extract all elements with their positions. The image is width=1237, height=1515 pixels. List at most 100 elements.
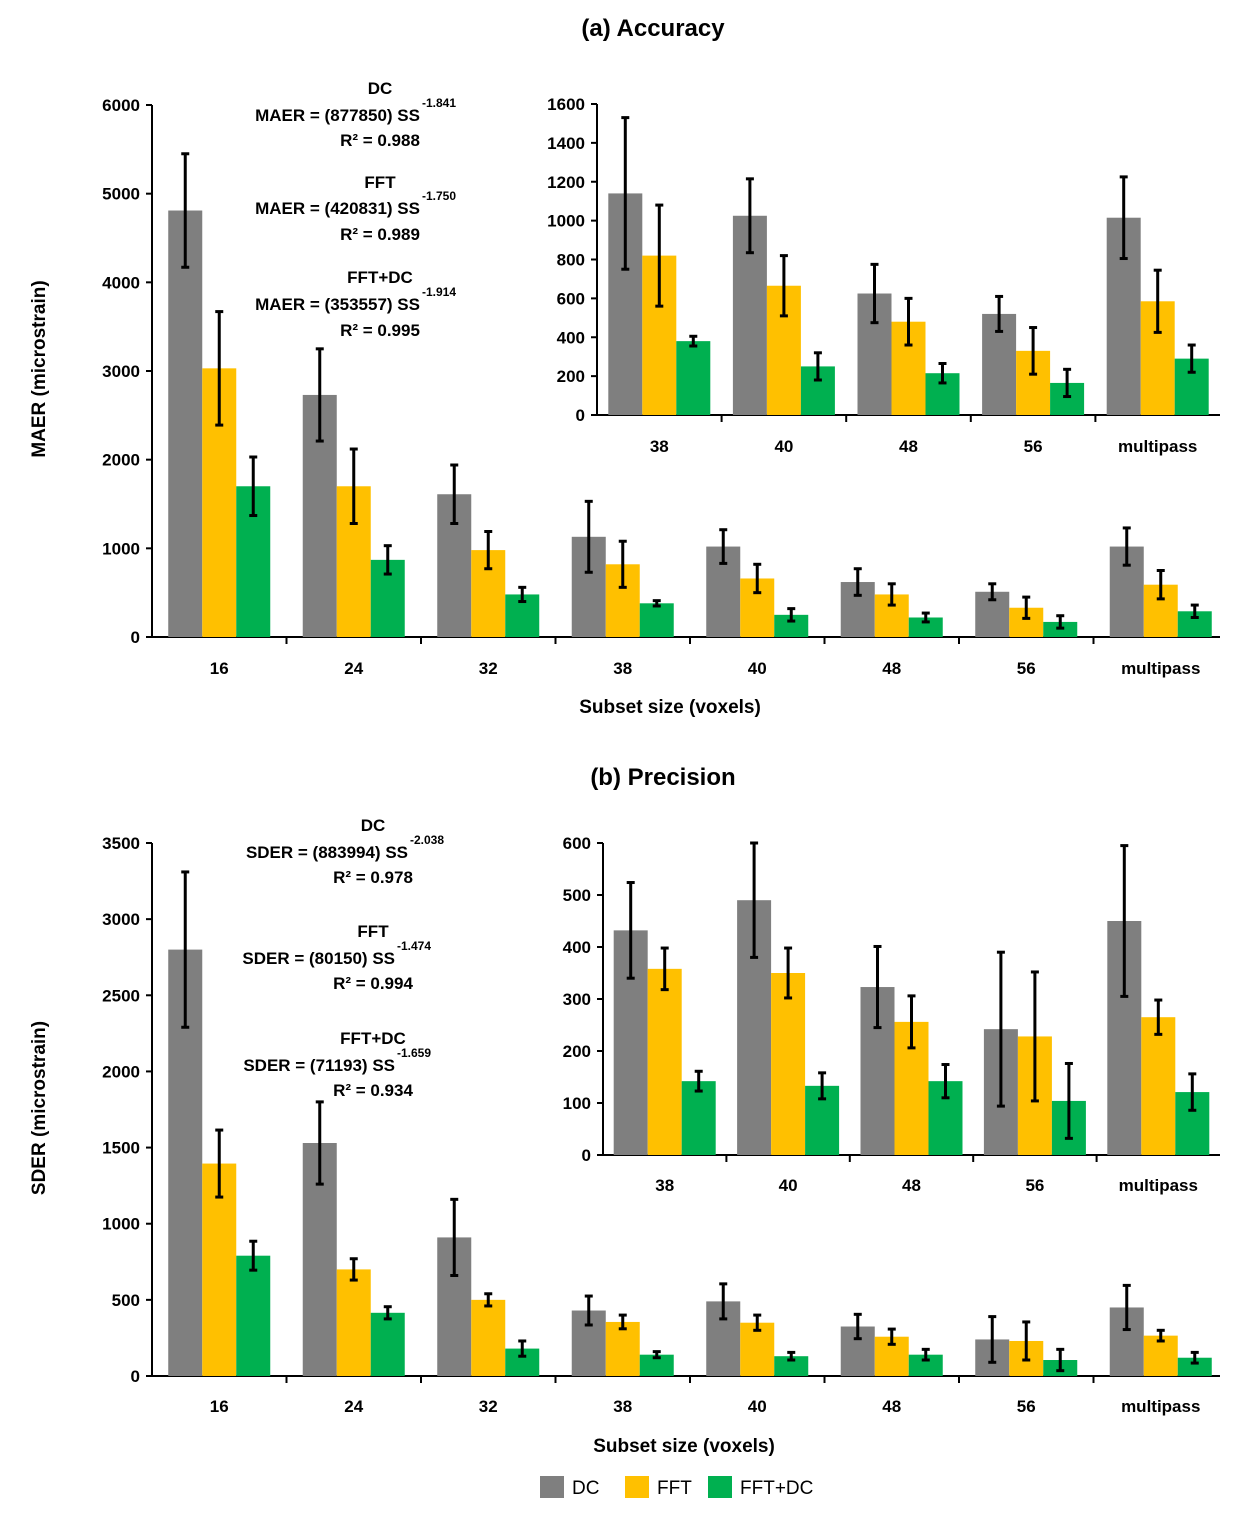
accuracy-x-axis-label: Subset size (voxels)	[579, 697, 761, 718]
precision-annotation-fftdc-equation: SDER = (71193) SS	[243, 1056, 395, 1075]
precision-main-x-tick-label: 38	[613, 1397, 632, 1416]
accuracy-annotation-dc-equation: MAER = (877850) SS	[255, 106, 420, 125]
accuracy-annotations: DC MAER = (877850) SS -1.841 R² = 0.988 …	[255, 79, 456, 340]
precision-inset-y-tick-label: 600	[563, 834, 591, 853]
precision-annotation-fft-label: FFT	[357, 922, 389, 941]
accuracy-inset-y-tick-label: 600	[557, 289, 585, 308]
accuracy-main-x-tick-label: 24	[344, 659, 363, 678]
precision-main-bar-fft-16	[202, 1163, 237, 1376]
precision-inset-x-tick-label: 56	[1025, 1176, 1044, 1195]
precision-main-y-tick-label: 2000	[102, 1062, 140, 1081]
accuracy-annotation-fft-exponent: -1.750	[422, 189, 456, 203]
precision-main-y-tick-label: 500	[112, 1291, 140, 1310]
accuracy-annotation-fft-equation: MAER = (420831) SS	[255, 199, 420, 218]
accuracy-inset-y-tick-label: 800	[557, 251, 585, 270]
accuracy-main-x-tick-label: multipass	[1121, 659, 1200, 678]
precision-main-y-tick-label: 3500	[102, 834, 140, 853]
accuracy-inset-y-tick-label: 1200	[547, 173, 585, 192]
precision-main-x-tick-label: 24	[344, 1397, 363, 1416]
accuracy-main-x-tick-label: 56	[1017, 659, 1036, 678]
accuracy-y-axis-label: MAER (microstrain)	[29, 280, 50, 457]
precision-main-bar-fft-dc-16	[236, 1255, 271, 1376]
precision-main-bar-fft-24	[336, 1269, 371, 1376]
accuracy-annotation-fft-r2: R² = 0.989	[340, 225, 420, 244]
precision-main-x-tick-label: 40	[748, 1397, 767, 1416]
precision-annotation-dc-label: DC	[361, 816, 386, 835]
precision-main-bar-fft-dc-48	[908, 1354, 943, 1376]
legend-swatch-fft	[625, 1476, 649, 1498]
precision-main-x-tick-label: 48	[882, 1397, 901, 1416]
accuracy-main-y-tick-label: 6000	[102, 96, 140, 115]
accuracy-main-x-tick-label: 38	[613, 659, 632, 678]
accuracy-annotation-fft-label: FFT	[364, 173, 396, 192]
precision-main-y-tick-label: 3000	[102, 910, 140, 929]
precision-inset-x-tick-label: 40	[779, 1176, 798, 1195]
precision-inset-y-tick-label: 400	[563, 938, 591, 957]
accuracy-main-bar-fft-dc-40	[774, 614, 809, 637]
accuracy-main-x-tick-label: 40	[748, 659, 767, 678]
accuracy-main-y-tick-label: 5000	[102, 185, 140, 204]
precision-inset-bar-fft-multipass	[1141, 1017, 1176, 1155]
precision-inset-x-tick-label: 38	[655, 1176, 674, 1195]
accuracy-main-x-tick-label: 16	[210, 659, 229, 678]
precision-inset-bar-fft-dc-38	[681, 1081, 716, 1155]
accuracy-inset-y-tick-label: 1600	[547, 95, 585, 114]
precision-main-bar-fft-dc-24	[370, 1312, 405, 1376]
accuracy-inset-y-tick-label: 1000	[547, 212, 585, 231]
accuracy-inset-y-tick-label: 0	[576, 406, 585, 425]
precision-inset-chart: 0 100 200 300 400 500 600 38 40 48 56 multipass	[563, 834, 1220, 1195]
accuracy-inset-chart: 0 200 400 600 800 1000 1200 1400 1600 38 40 48 56 mul…	[547, 95, 1220, 456]
accuracy-inset-x-tick-label: 56	[1024, 437, 1043, 456]
accuracy-main-x-tick-label: 32	[479, 659, 498, 678]
accuracy-annotation-dc-exponent: -1.841	[422, 96, 456, 110]
precision-main-x-tick-label: 32	[479, 1397, 498, 1416]
legend: DC FFT FFT+DC	[540, 1476, 813, 1499]
precision-y-axis-label: SDER (microstrain)	[29, 1021, 50, 1195]
accuracy-annotation-fftdc-r2: R² = 0.995	[340, 321, 420, 340]
accuracy-annotation-fftdc-exponent: -1.914	[422, 285, 456, 299]
accuracy-main-x-tick-label: 48	[882, 659, 901, 678]
precision-main-bar-fft-dc-multipass	[1177, 1357, 1212, 1376]
accuracy-title: (a) Accuracy	[581, 15, 725, 42]
precision-inset-y-tick-label: 100	[563, 1094, 591, 1113]
precision-main-y-tick-label: 1000	[102, 1215, 140, 1234]
precision-annotation-fft-r2: R² = 0.994	[333, 974, 413, 993]
accuracy-main-bar-dc-16	[168, 210, 203, 637]
precision-main-bar-fft-dc-40	[774, 1356, 809, 1376]
precision-inset-x-tick-label: multipass	[1119, 1176, 1198, 1195]
accuracy-main-y-tick-label: 2000	[102, 451, 140, 470]
precision-main-bar-fft-32	[471, 1299, 506, 1376]
legend-label-fft: FFT	[657, 1478, 692, 1499]
precision-main-bar-fft-38	[605, 1321, 640, 1376]
accuracy-inset-y-tick-label: 1400	[547, 134, 585, 153]
precision-annotation-dc-r2: R² = 0.978	[333, 868, 413, 887]
accuracy-annotation-dc-label: DC	[368, 79, 393, 98]
accuracy-inset-y-tick-label: 400	[557, 328, 585, 347]
accuracy-main-y-tick-label: 3000	[102, 362, 140, 381]
accuracy-main-bar-fft-dc-38	[639, 603, 674, 637]
accuracy-main-bar-fft-dc-48	[908, 617, 943, 637]
precision-annotation-dc-exponent: -2.038	[410, 833, 444, 847]
precision-main-y-tick-label: 0	[131, 1367, 140, 1386]
legend-label-dc: DC	[572, 1478, 599, 1499]
legend-swatch-fft-dc	[708, 1476, 732, 1498]
precision-inset-x-tick-label: 48	[902, 1176, 921, 1195]
precision-x-axis-label: Subset size (voxels)	[593, 1436, 775, 1457]
precision-annotation-fftdc-label: FFT+DC	[340, 1029, 406, 1048]
accuracy-inset-y-tick-label: 200	[557, 367, 585, 386]
accuracy-inset-x-tick-label: 38	[650, 437, 669, 456]
precision-main-x-tick-label: 56	[1017, 1397, 1036, 1416]
legend-swatch-dc	[540, 1476, 564, 1498]
legend-label-fft-dc: FFT+DC	[740, 1478, 813, 1499]
accuracy-annotation-fftdc-label: FFT+DC	[347, 268, 413, 287]
precision-annotation-fft-exponent: -1.474	[397, 939, 431, 953]
accuracy-annotation-fftdc-equation: MAER = (353557) SS	[255, 295, 420, 314]
accuracy-main-y-tick-label: 1000	[102, 539, 140, 558]
precision-main-bar-fft-dc-38	[639, 1354, 674, 1376]
precision-main-y-tick-label: 1500	[102, 1139, 140, 1158]
precision-main-x-tick-label: 16	[210, 1397, 229, 1416]
accuracy-inset-bar-fft-dc-38	[676, 341, 711, 415]
precision-title: (b) Precision	[590, 764, 735, 791]
